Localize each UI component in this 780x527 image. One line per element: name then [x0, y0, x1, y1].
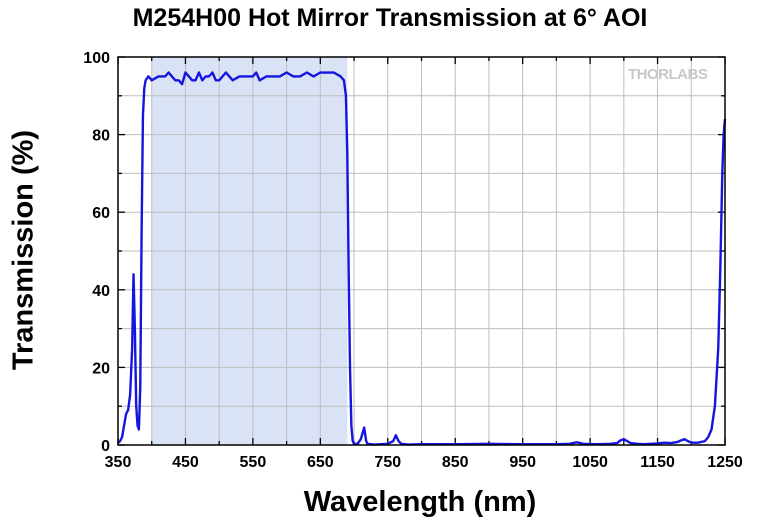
- x-tick-labels: 350 450 550 650 750 850 950 1050 1150 1250: [105, 454, 743, 471]
- transmission-series-line: [117, 71, 727, 446]
- x-tick-label: 350: [105, 454, 132, 471]
- x-tick-label: 1250: [707, 454, 743, 471]
- x-tick-label: 1050: [572, 454, 608, 471]
- grid: [118, 57, 725, 445]
- y-tick-label: 20: [92, 360, 110, 377]
- x-axis-label: Wavelength (nm): [303, 486, 537, 518]
- chart-title: M254H00 Hot Mirror Transmission at 6° AO…: [132, 4, 648, 32]
- x-tick-label: 450: [172, 454, 199, 471]
- y-tick-label: 60: [92, 205, 110, 222]
- x-tick-label: 550: [240, 454, 267, 471]
- y-tick-label: 100: [83, 50, 110, 67]
- x-tick-label: 950: [509, 454, 536, 471]
- y-tick-labels: 0 20 40 60 80 100: [83, 50, 110, 455]
- y-tick-label: 40: [92, 283, 110, 300]
- x-tick-label: 850: [442, 454, 469, 471]
- y-tick-label: 80: [92, 128, 110, 145]
- plot-frame: [117, 56, 726, 446]
- thorlabs-logo: THORLABS: [628, 66, 708, 83]
- x-tick-label: 750: [374, 454, 401, 471]
- y-tick-label: 0: [101, 438, 110, 455]
- x-tick-label: 1150: [640, 454, 675, 471]
- x-tick-label: 650: [307, 454, 334, 471]
